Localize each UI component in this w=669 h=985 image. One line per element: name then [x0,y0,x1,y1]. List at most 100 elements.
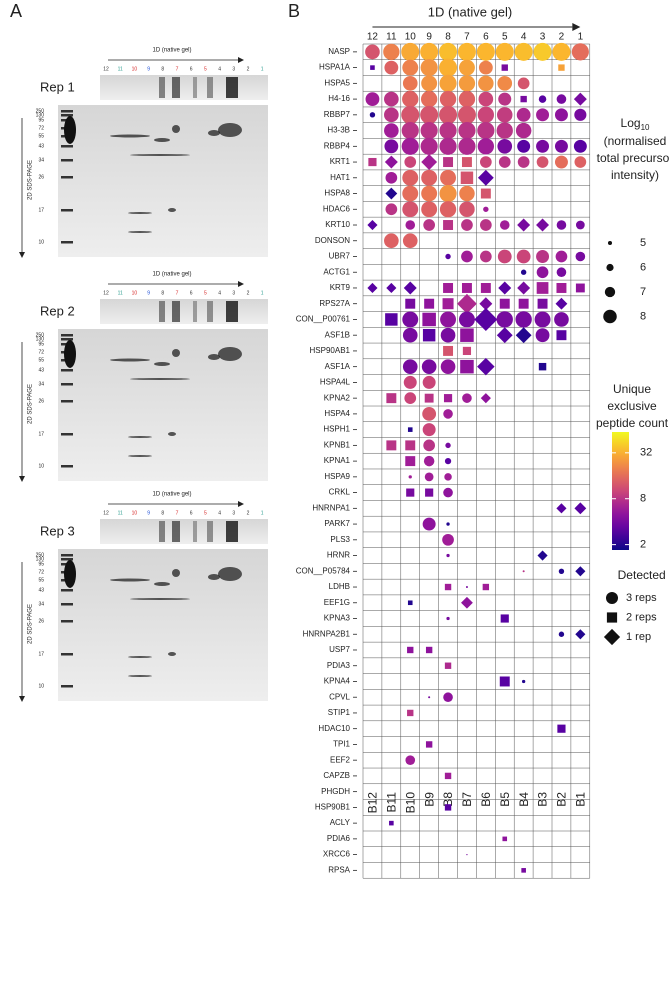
dot [423,455,435,467]
y-tick-label: PHGDH [321,787,350,796]
arrow-head [572,23,581,31]
dot [555,297,568,310]
dot [420,90,438,108]
mw-label: 55 [38,133,44,139]
y-tick-label: PARK7 [324,519,350,528]
mw-label: 43 [38,143,44,149]
x-tick-label: B11 [385,792,399,813]
gel-spot [128,656,152,658]
mw-label: 130 [36,336,45,342]
marker-band [61,653,73,656]
dot [421,154,438,170]
gel-spot [154,362,170,366]
gel-spot [130,154,190,156]
lane-label: 10 [132,290,138,296]
dot [365,44,380,60]
lane-label: 9 [147,290,150,296]
y-tick-label: CON__P00761 [296,315,351,324]
mw-label: 95 [38,117,44,123]
mw-label: 17 [38,431,44,437]
dot [405,298,416,309]
dot [401,105,420,124]
legend-label: 7 [640,286,646,298]
axis-label: 1D (native gel) [152,492,191,498]
dot [420,105,439,124]
mw-label: 43 [38,367,44,373]
dot [557,724,566,733]
dot [535,328,550,343]
gel-spot [218,567,242,581]
legend-title: Unique [613,382,651,396]
marker-band [61,334,73,337]
replicate-label: Rep 2 [40,303,75,318]
gel-spot [64,340,76,368]
axis-label: 2D SDS-PAGE [28,604,34,644]
dot [536,282,549,294]
dot [556,94,567,104]
dot [458,137,476,155]
mw-label: 250 [36,332,45,338]
gel-spot [208,130,220,136]
dot [515,311,532,328]
lane-label: 2 [247,510,250,516]
dot [405,440,416,451]
dot [421,75,438,92]
dot [518,298,529,309]
y-tick-label: HSPA8 [324,189,350,198]
legend-dot [606,263,614,272]
dot [574,108,587,121]
y-tick-label: USP7 [329,645,350,654]
dot [365,92,380,106]
dot [536,156,549,168]
arrow-head [238,57,244,63]
dot [480,282,491,293]
dot [462,393,472,403]
dot [370,65,375,70]
mw-label: 72 [38,125,44,131]
y-tick-label: EEF2 [330,755,351,764]
mw-label: 55 [38,577,44,583]
dot [383,43,400,61]
dot [402,169,419,186]
dot [558,568,565,574]
y-tick-label: LDHB [329,582,350,591]
dot [445,253,451,260]
arrow-head [19,252,25,258]
y-tick-label: EEF1G [324,598,350,607]
y-tick-label: HDAC6 [323,204,351,213]
dot [443,394,453,403]
dot [423,219,435,231]
dot [439,121,457,140]
dot [404,392,417,404]
dot [424,393,434,403]
dot [498,156,511,168]
y-tick-label: UBR7 [329,252,351,261]
gel-band [172,77,180,98]
dot [461,219,473,231]
marker-band [61,400,73,403]
dot [439,184,457,203]
lane-label: 8 [161,66,164,72]
dot [520,269,527,275]
top-tick-label: 1 [578,32,584,43]
lane-label: 11 [118,66,123,72]
gel-spot [128,212,152,214]
dot [384,60,399,75]
gel-band [226,77,238,98]
dot [444,457,452,465]
dot [402,59,419,76]
panel-label: B [288,1,300,21]
dot [401,121,419,140]
y-tick-label: HSPA5 [324,78,350,87]
arrow-head [238,281,244,287]
marker-band [61,241,73,244]
lane-label: 7 [176,290,179,296]
dot [476,42,495,61]
legend-dot [607,240,613,246]
dot [422,328,436,342]
y-tick-label: H4-16 [328,94,350,103]
lane-label: 12 [103,290,109,296]
y-tick-label: TPI1 [333,740,350,749]
legend-dot [604,286,616,298]
